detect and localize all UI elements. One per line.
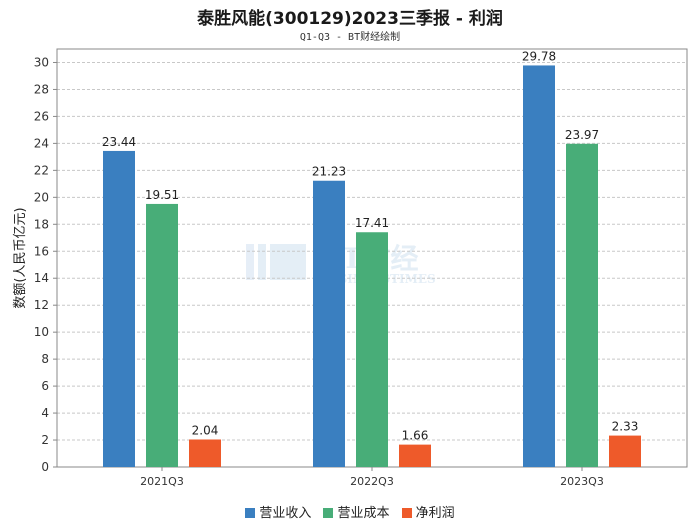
bar [523, 65, 555, 468]
data-label: 2.04 [192, 423, 219, 437]
watermark-logo-bar-2 [258, 244, 266, 280]
x-tick-label: 2021Q3 [140, 475, 184, 488]
bar [313, 180, 345, 467]
watermark-logo-block [270, 244, 306, 280]
data-label: 29.78 [522, 49, 556, 63]
bar [566, 143, 598, 467]
data-label: 17.41 [355, 216, 389, 230]
legend: 营业收入 营业成本 净利润 [0, 502, 700, 521]
y-tick-label: 22 [34, 163, 49, 177]
y-tick-label: 18 [34, 217, 49, 231]
legend-swatch-revenue [245, 508, 256, 518]
bar [146, 203, 178, 467]
legend-swatch-cost [323, 508, 334, 518]
y-tick-label: 12 [34, 298, 49, 312]
chart-title: 泰胜风能(300129)2023三季报 - 利润 [197, 9, 503, 29]
data-label: 23.44 [102, 135, 136, 149]
y-tick-label: 10 [34, 325, 49, 339]
bar [609, 435, 641, 467]
y-axis-label: 数额(人民币亿元) [13, 207, 28, 308]
legend-item-cost: 营业成本 [323, 502, 390, 521]
watermark-logo-bar-1 [246, 244, 254, 280]
chart-subtitle: Q1-Q3 - BT财经绘制 [299, 32, 401, 43]
x-tick-label: 2023Q3 [560, 475, 604, 488]
legend-label-revenue: 营业收入 [259, 506, 312, 521]
data-label: 1.66 [402, 429, 429, 443]
y-tick-label: 20 [34, 190, 49, 204]
data-label: 19.51 [145, 188, 179, 202]
legend-swatch-net-profit [401, 508, 412, 518]
y-tick-label: 2 [41, 433, 49, 447]
legend-label-net-profit: 净利润 [415, 506, 455, 521]
data-label: 2.33 [612, 420, 639, 434]
bar [103, 150, 135, 468]
bar-chart: BT财经BUSINESSTIMES02468101214161820222426… [13, 48, 688, 488]
y-tick-label: 0 [41, 460, 49, 474]
y-tick-label: 30 [34, 55, 49, 69]
legend-label-cost: 营业成本 [337, 506, 390, 521]
y-tick-label: 16 [34, 244, 49, 258]
x-tick-label: 2022Q3 [350, 475, 394, 488]
y-tick-label: 4 [41, 406, 49, 420]
y-tick-label: 6 [41, 379, 49, 393]
bar [189, 439, 221, 467]
y-tick-label: 26 [34, 109, 49, 123]
y-tick-label: 14 [34, 271, 49, 285]
y-tick-label: 28 [34, 82, 49, 96]
data-label: 21.23 [312, 165, 346, 179]
y-tick-label: 8 [41, 352, 49, 366]
legend-item-net-profit: 净利润 [401, 502, 455, 521]
legend-item-revenue: 营业收入 [245, 502, 311, 521]
data-label: 23.97 [565, 128, 599, 142]
y-tick-label: 24 [34, 136, 49, 150]
bar [356, 232, 388, 467]
bar [399, 444, 431, 467]
